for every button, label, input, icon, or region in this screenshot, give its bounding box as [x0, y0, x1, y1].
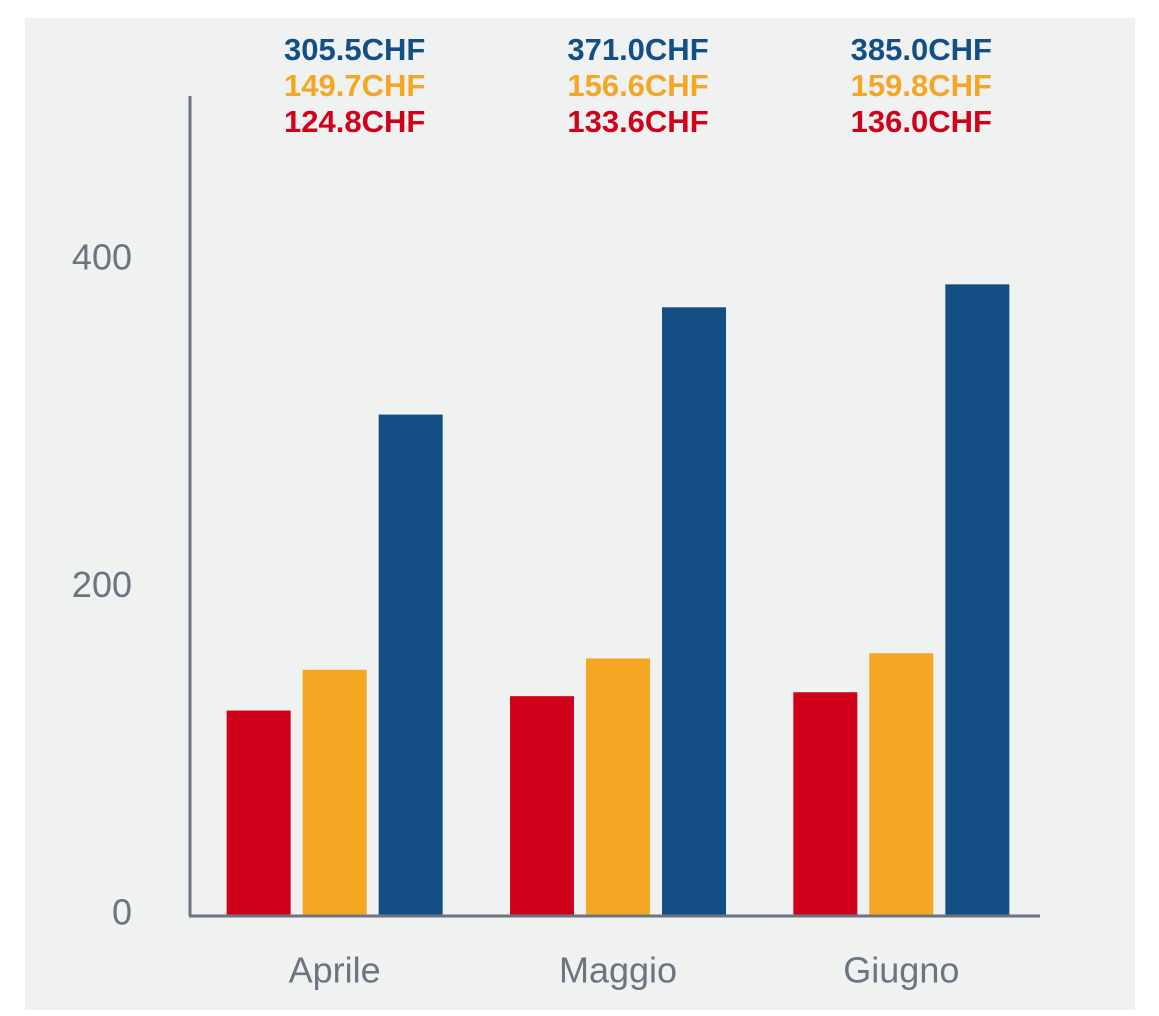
- value-label: 149.7CHF: [284, 68, 425, 103]
- bar: [662, 307, 726, 915]
- bar: [302, 669, 367, 915]
- value-label: 159.8CHF: [851, 68, 992, 103]
- value-label: 124.8CHF: [284, 104, 425, 139]
- value-label: 133.6CHF: [567, 104, 708, 139]
- y-tick-label: 400: [72, 236, 132, 277]
- bar: [226, 710, 291, 915]
- value-label: 156.6CHF: [567, 68, 708, 103]
- value-label: 371.0CHF: [567, 32, 708, 67]
- y-tick-label: 200: [72, 564, 132, 605]
- value-label: 136.0CHF: [851, 104, 992, 139]
- bar: [945, 284, 1010, 915]
- bar: [793, 692, 858, 915]
- x-tick-label: Giugno: [843, 950, 959, 991]
- y-tick-label: 0: [112, 892, 132, 933]
- value-label: 385.0CHF: [851, 32, 992, 67]
- x-tick-label: Aprile: [289, 950, 381, 991]
- bar: [586, 658, 650, 915]
- bar: [378, 414, 443, 915]
- value-label: 305.5CHF: [284, 32, 425, 67]
- x-tick-label: Maggio: [559, 950, 677, 991]
- bar: [510, 696, 574, 915]
- bar: [869, 653, 934, 915]
